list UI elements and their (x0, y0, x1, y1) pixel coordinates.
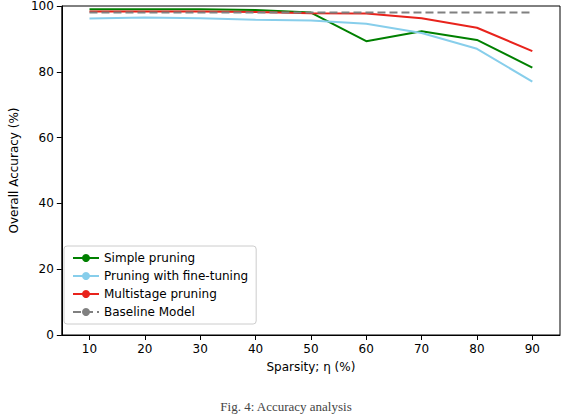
svg-text:60: 60 (39, 131, 54, 145)
svg-text:20: 20 (39, 262, 54, 276)
svg-text:60: 60 (359, 342, 374, 356)
svg-text:Multistage pruning: Multistage pruning (104, 287, 217, 301)
svg-text:0: 0 (46, 328, 54, 342)
svg-text:Pruning with fine-tuning: Pruning with fine-tuning (104, 269, 248, 283)
svg-text:50: 50 (303, 342, 318, 356)
svg-text:70: 70 (414, 342, 429, 356)
svg-text:Overall Accuracy (%): Overall Accuracy (%) (7, 107, 21, 233)
svg-text:40: 40 (248, 342, 263, 356)
svg-text:40: 40 (39, 196, 54, 210)
svg-text:90: 90 (525, 342, 540, 356)
svg-text:80: 80 (469, 342, 484, 356)
svg-text:80: 80 (39, 65, 54, 79)
svg-text:20: 20 (137, 342, 152, 356)
svg-text:100: 100 (31, 0, 54, 13)
svg-text:Fig. 4: Accuracy analysis: Fig. 4: Accuracy analysis (220, 399, 351, 414)
svg-text:30: 30 (193, 342, 208, 356)
svg-text:Sparsity; η (%): Sparsity; η (%) (266, 360, 355, 374)
svg-text:Baseline Model: Baseline Model (104, 305, 195, 319)
svg-text:Simple pruning: Simple pruning (104, 251, 195, 265)
svg-text:10: 10 (82, 342, 97, 356)
